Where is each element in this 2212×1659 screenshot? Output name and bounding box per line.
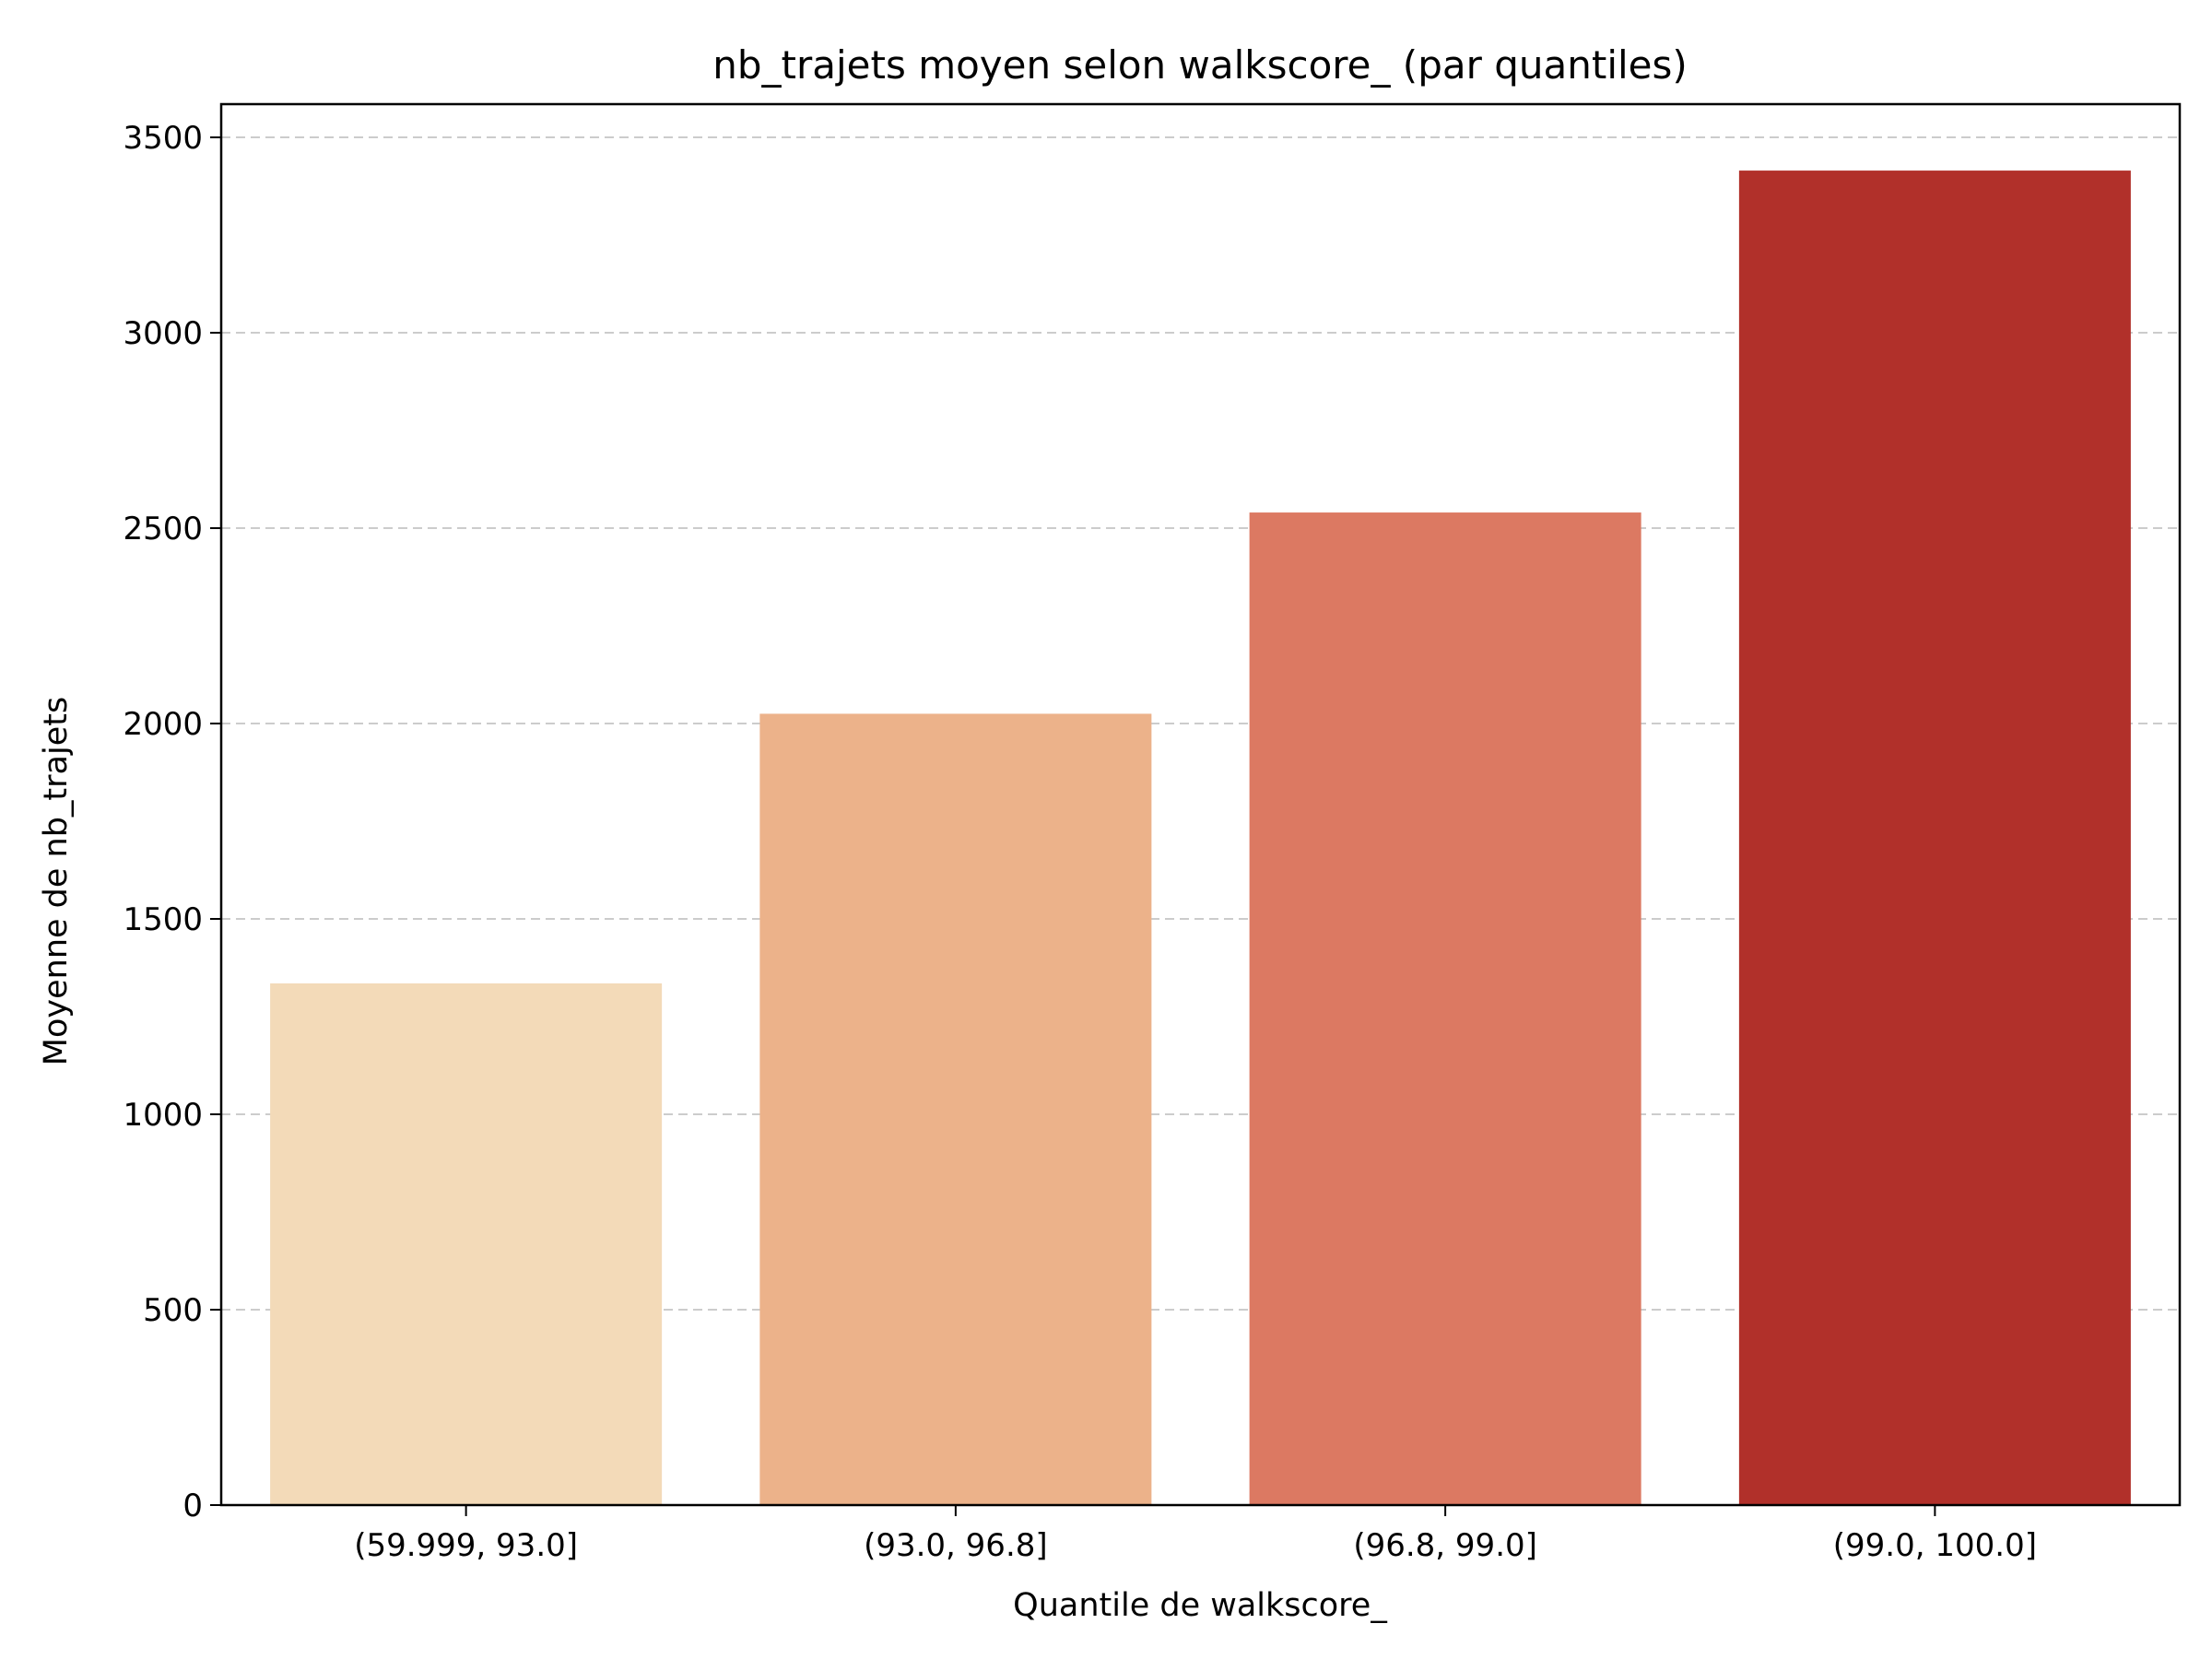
x-tick-label: (59.999, 93.0]: [354, 1527, 578, 1564]
y-tick-label: 2000: [123, 706, 203, 743]
y-tick-label: 3000: [123, 315, 203, 352]
bar: [270, 982, 663, 1505]
plot-frame: [219, 102, 2182, 1507]
y-tick-label: 1500: [123, 901, 203, 938]
y-tick-label: 3500: [123, 120, 203, 157]
y-tick-label: 500: [143, 1292, 203, 1329]
x-tick-label: (99.0, 100.0]: [1833, 1527, 2037, 1564]
x-axis-label: Quantile de walkscore_: [1013, 1587, 1387, 1624]
x-tick-label: (93.0, 96.8]: [864, 1527, 1048, 1564]
bars: [270, 171, 2131, 1505]
y-tick-label: 1000: [123, 1097, 203, 1134]
y-tick-label: 0: [182, 1488, 203, 1524]
y-axis-ticks: 0 500 1000 1500 2000 2500 3000 3500: [123, 120, 221, 1524]
y-axis-label: Moyenne de nb_trajets: [38, 697, 75, 1065]
x-axis-ticks: (59.999, 93.0] (93.0, 96.8] (96.8, 99.0] (9…: [354, 1505, 2037, 1564]
y-tick-label: 2500: [123, 511, 203, 547]
bar: [759, 713, 1152, 1505]
x-tick-label: (96.8, 99.0]: [1353, 1527, 1537, 1564]
bar: [1738, 171, 2131, 1505]
chart-title: nb_trajets moyen selon walkscore_ (par q…: [712, 42, 1688, 88]
bar: [1249, 512, 1641, 1505]
